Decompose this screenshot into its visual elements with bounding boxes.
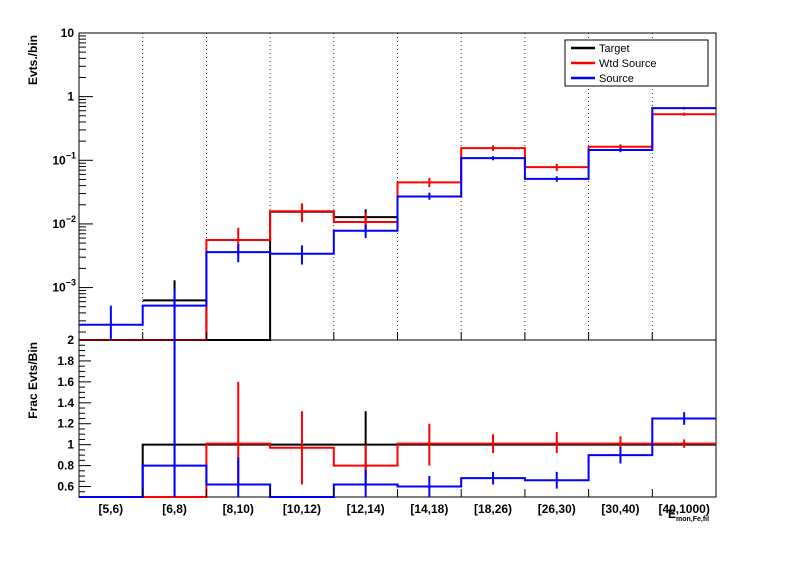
y-tick-label: 1 bbox=[67, 90, 74, 104]
top-panel: 10 1 10−1 10−2 10−3 Evts./bin bbox=[26, 26, 717, 341]
y-axis-title: Frac Evts/Bin bbox=[26, 342, 40, 419]
y-tick-label: 1.4 bbox=[57, 396, 74, 410]
y-tick-label: 10−2 bbox=[52, 214, 76, 231]
bottom-panel: 0.6 0.8 1 1.2 1.4 1.6 1.8 2 Frac Evts/Bin bbox=[26, 333, 717, 498]
x-tick-label: [12,14) bbox=[347, 502, 385, 516]
x-tick-label: [14,18) bbox=[410, 502, 448, 516]
y-tick-label: 10−3 bbox=[52, 278, 76, 295]
x-tick-label: [6,8) bbox=[162, 502, 187, 516]
y-tick-label: 10 bbox=[61, 26, 75, 40]
y-tick-label: 2 bbox=[67, 333, 74, 347]
histogram-line bbox=[79, 107, 716, 326]
x-axis-title: Emon,Fe,fil bbox=[668, 507, 709, 523]
legend: Target Wtd Source Source bbox=[564, 39, 709, 87]
y-tick-label: 1.6 bbox=[57, 375, 74, 389]
x-tick-label: [5,6) bbox=[99, 502, 124, 516]
legend-label: Source bbox=[599, 73, 634, 85]
x-tick-label: [30,40) bbox=[601, 502, 639, 516]
y-tick-label: 1.2 bbox=[57, 417, 74, 431]
x-tick-label: [10,12) bbox=[283, 502, 321, 516]
histogram-line bbox=[79, 113, 716, 341]
y-tick-label: 0.6 bbox=[57, 480, 74, 494]
x-tick-label: [18,26) bbox=[474, 502, 512, 516]
y-tick-label: 0.8 bbox=[57, 459, 74, 473]
y-axis-title: Evts./bin bbox=[26, 35, 40, 85]
y-tick-label: 1 bbox=[67, 438, 74, 452]
x-tick-label: [40,1000) bbox=[658, 502, 709, 516]
series-source bbox=[79, 340, 716, 498]
legend-label: Target bbox=[599, 43, 630, 55]
x-tick-label: [8,10) bbox=[223, 502, 254, 516]
legend-label: Wtd Source bbox=[599, 58, 656, 70]
x-axis: [5,6) [6,8) [8,10) [10,12) [12,14) [14,18) [18… bbox=[78, 332, 717, 523]
histogram-line bbox=[79, 417, 716, 498]
y-tick-label: 1.8 bbox=[57, 354, 74, 368]
y-tick-label: 10−1 bbox=[52, 150, 76, 167]
x-tick-label: [26,30) bbox=[538, 502, 576, 516]
series-source bbox=[79, 106, 716, 340]
